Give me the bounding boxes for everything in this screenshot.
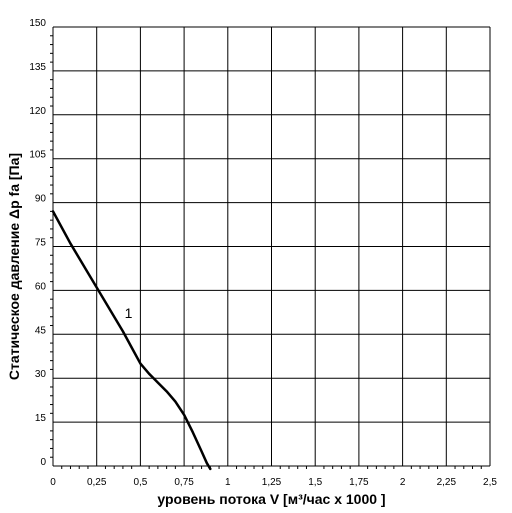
x-tick-label: 1,75 [349,477,369,488]
y-tick-label: 120 [29,106,46,117]
series-line-1 [51,210,212,471]
x-axis-label: уровень потока V [м³/час x 1000 ] [157,491,385,507]
y-tick-label: 105 [29,150,46,161]
y-tick-label: 0 [40,457,46,468]
x-tick-label: 0,25 [87,477,107,488]
y-tick-label: 75 [35,238,47,249]
y-tick-label: 45 [35,325,47,336]
x-tick-label: 2,5 [483,477,497,488]
y-tick-label: 15 [35,413,47,424]
y-tick-label: 90 [35,194,47,205]
y-tick-label: 30 [35,369,47,380]
x-tick-label: 2 [400,477,406,488]
y-axis-label: Статическое давление Δp fa [Па] [6,153,22,380]
x-tick-label: 1 [225,477,231,488]
x-tick-label: 0,75 [174,477,194,488]
curve-label: 1 [125,305,133,321]
minor-ticks [50,35,482,469]
y-tick-label: 135 [29,62,46,73]
y-tick-label: 60 [35,281,47,292]
grid [52,26,491,467]
y-tick-labels: 0 15 30 45 60 75 90 105 120 135 150 [29,18,46,468]
x-tick-label: 0,5 [133,477,147,488]
x-tick-labels: 0 0,25 0,5 0,75 1 1,25 1,5 1,75 2 2,25 2,5 [50,477,497,488]
x-tick-label: 1,25 [262,477,282,488]
series-group [51,210,212,471]
x-tick-label: 1,5 [308,477,322,488]
x-tick-label: 2,25 [437,477,457,488]
x-tick-label: 0 [50,477,56,488]
y-tick-label: 150 [29,18,46,29]
